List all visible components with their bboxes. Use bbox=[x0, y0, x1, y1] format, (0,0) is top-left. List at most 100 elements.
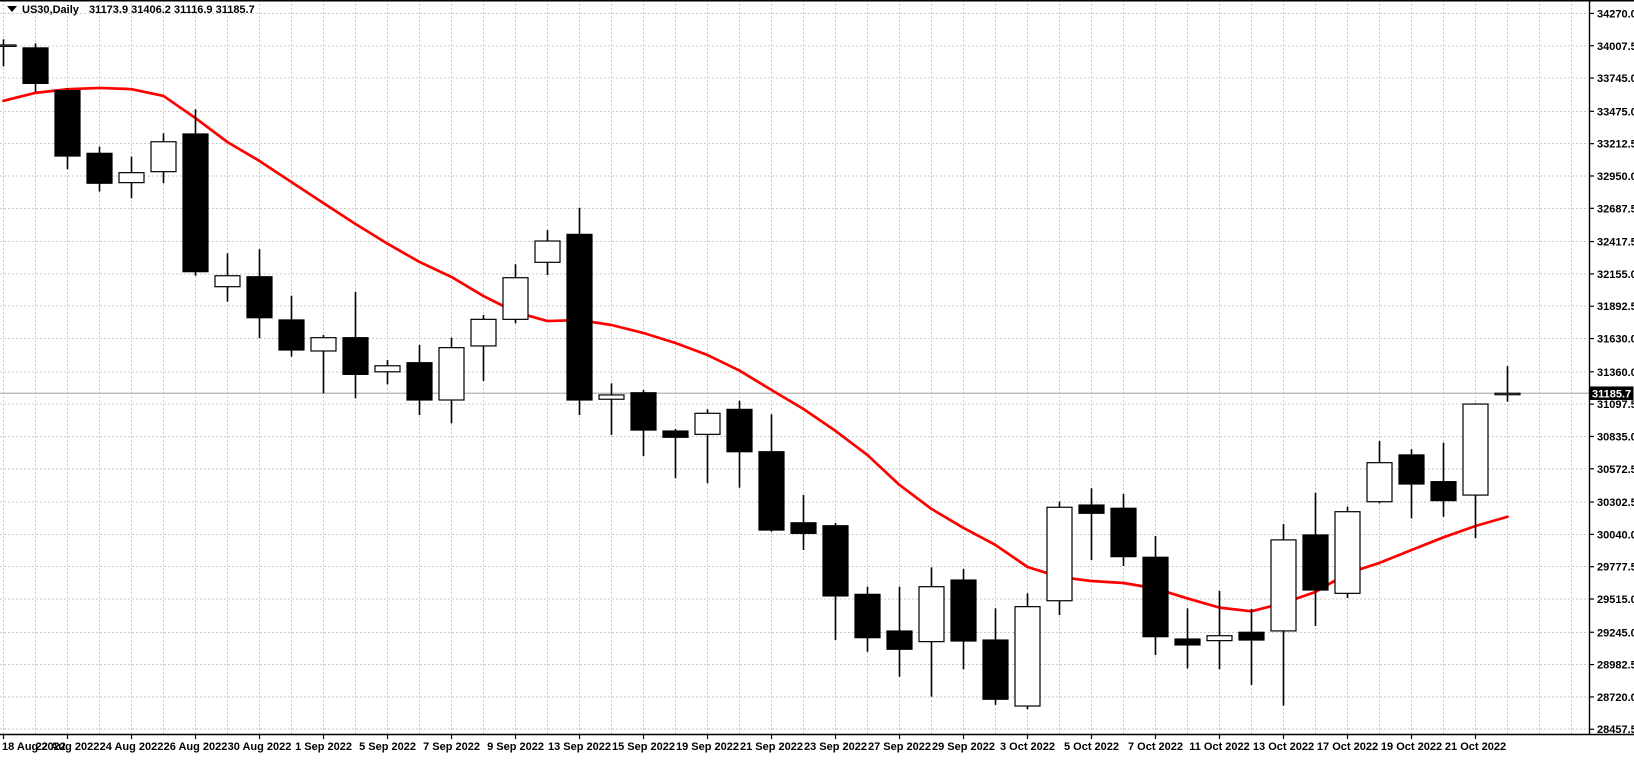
candle-body bbox=[822, 525, 849, 597]
candle-body bbox=[598, 394, 625, 400]
candle-body bbox=[438, 347, 465, 401]
y-axis-label: 28457.5 bbox=[1597, 724, 1634, 736]
y-axis-label: 28982.5 bbox=[1597, 660, 1634, 672]
y-axis-label: 28720.0 bbox=[1597, 692, 1634, 704]
candle-13-oct-2022 bbox=[1270, 524, 1297, 706]
symbol-dropdown-icon[interactable] bbox=[7, 6, 17, 12]
price-axis-background bbox=[1589, 0, 1634, 760]
candle-13-sep-2022 bbox=[566, 207, 593, 416]
candle-5-oct-2022 bbox=[1078, 488, 1105, 560]
y-axis-label: 32155.0 bbox=[1597, 269, 1634, 281]
x-axis-label: 24 Aug 2022 bbox=[100, 741, 164, 753]
x-axis-label: 19 Sep 2022 bbox=[676, 741, 739, 753]
candle-body bbox=[662, 430, 689, 438]
candle-22-aug-2022 bbox=[54, 88, 81, 170]
y-axis-label: 31360.0 bbox=[1597, 367, 1634, 379]
x-axis-label: 5 Sep 2022 bbox=[359, 741, 416, 753]
candle-2-sep-2022 bbox=[342, 291, 369, 399]
candle-body bbox=[1014, 606, 1041, 707]
y-axis-label: 31097.5 bbox=[1597, 399, 1634, 411]
x-axis-label: 11 Oct 2022 bbox=[1189, 741, 1250, 753]
y-axis-label: 31630.0 bbox=[1597, 334, 1634, 346]
y-axis-label: 30040.0 bbox=[1597, 529, 1634, 541]
x-axis-label: 7 Oct 2022 bbox=[1128, 741, 1183, 753]
candle-14-sep-2022 bbox=[598, 383, 625, 435]
candle-body bbox=[886, 630, 913, 650]
y-axis-label: 30302.5 bbox=[1597, 497, 1634, 509]
candle-26-aug-2022 bbox=[182, 109, 209, 276]
candle-body bbox=[1462, 403, 1489, 496]
candle-body bbox=[150, 141, 177, 173]
candle-27-sep-2022 bbox=[886, 586, 913, 677]
y-axis-label: 30835.0 bbox=[1597, 431, 1634, 443]
y-axis-label: 33745.0 bbox=[1597, 73, 1634, 85]
candle-body bbox=[54, 90, 81, 157]
candle-body bbox=[86, 152, 113, 184]
candle-body bbox=[1334, 511, 1361, 594]
candle-19-aug-2022 bbox=[22, 43, 49, 92]
candle-body bbox=[1398, 454, 1425, 485]
candle-30-sep-2022 bbox=[982, 608, 1009, 705]
x-axis-label: 22 Aug 2022 bbox=[36, 741, 100, 753]
candle-body bbox=[1430, 481, 1457, 502]
candle-body bbox=[1078, 504, 1105, 514]
candle-20-oct-2022 bbox=[1430, 442, 1457, 517]
candle-6-oct-2022 bbox=[1110, 493, 1137, 567]
candle-body bbox=[854, 593, 881, 639]
x-axis-label: 15 Sep 2022 bbox=[612, 741, 675, 753]
current-price-badge: 31185.7 bbox=[1589, 386, 1634, 400]
moving-average-line bbox=[2, 86, 1509, 613]
x-axis-label: 26 Aug 2022 bbox=[164, 741, 228, 753]
y-axis-label: 33475.0 bbox=[1597, 106, 1634, 118]
candle-20-sep-2022 bbox=[726, 400, 753, 488]
candle-body bbox=[758, 451, 785, 531]
candle-body bbox=[790, 522, 817, 534]
candle-15-sep-2022 bbox=[630, 390, 657, 457]
candle-19-oct-2022 bbox=[1398, 449, 1425, 519]
chart-title: US30,Daily 31173.9 31406.2 31116.9 31185… bbox=[7, 4, 255, 16]
candle-23-aug-2022 bbox=[86, 146, 113, 192]
x-axis-label: 21 Oct 2022 bbox=[1445, 741, 1506, 753]
y-axis-label: 34270.0 bbox=[1597, 8, 1634, 20]
y-axis-label: 33212.5 bbox=[1597, 139, 1634, 151]
candle-body bbox=[1110, 507, 1137, 558]
candle-body bbox=[918, 586, 945, 643]
candle-body bbox=[1142, 556, 1169, 638]
candle-14-oct-2022 bbox=[1302, 492, 1329, 626]
candle-22-sep-2022 bbox=[790, 494, 817, 550]
candle-body bbox=[982, 639, 1009, 700]
candle-body bbox=[118, 172, 145, 184]
price-axis-labels: 34270.0 34007.5 33745.0 33475.0 33212.5 32950… bbox=[1589, 8, 1634, 736]
candle-26-sep-2022 bbox=[854, 586, 881, 652]
candle-12-sep-2022 bbox=[534, 230, 561, 275]
candle-21-sep-2022 bbox=[758, 414, 785, 532]
symbol-timeframe-label: US30,Daily bbox=[22, 4, 80, 16]
candle-21-oct-2022 bbox=[1462, 403, 1489, 539]
candle-body bbox=[630, 392, 657, 431]
candle-body bbox=[374, 365, 401, 373]
candle-body bbox=[1494, 392, 1521, 396]
candle-31-aug-2022 bbox=[278, 295, 305, 357]
x-axis-label: 9 Sep 2022 bbox=[487, 741, 544, 753]
candle-body bbox=[406, 362, 433, 401]
svg-text:US30,Daily 31173.9 314: US30,Daily 31173.9 31406.2 31116.9 31185… bbox=[22, 4, 255, 16]
y-axis-label: 34007.5 bbox=[1597, 41, 1634, 53]
x-axis-label: 18 Aug 2022 bbox=[2, 741, 66, 753]
candle-body bbox=[1238, 631, 1265, 641]
price-axis[interactable]: 34270.0 34007.5 33745.0 33475.0 33212.5 32950… bbox=[1588, 0, 1634, 760]
x-axis-label: 5 Oct 2022 bbox=[1064, 741, 1119, 753]
candle-body bbox=[1174, 638, 1201, 646]
candle-body bbox=[566, 233, 593, 401]
candle-9-sep-2022 bbox=[502, 264, 529, 324]
y-axis-label: 30572.5 bbox=[1597, 464, 1634, 476]
candle-23-sep-2022 bbox=[822, 523, 849, 641]
current-price-badge-label: 31185.7 bbox=[1592, 388, 1631, 400]
candle-3-oct-2022 bbox=[1014, 593, 1041, 710]
x-axis-label: 13 Oct 2022 bbox=[1253, 741, 1314, 753]
x-axis-label: 29 Sep 2022 bbox=[932, 741, 995, 753]
candle-11-oct-2022 bbox=[1206, 590, 1233, 670]
x-axis-label: 13 Sep 2022 bbox=[548, 741, 611, 753]
